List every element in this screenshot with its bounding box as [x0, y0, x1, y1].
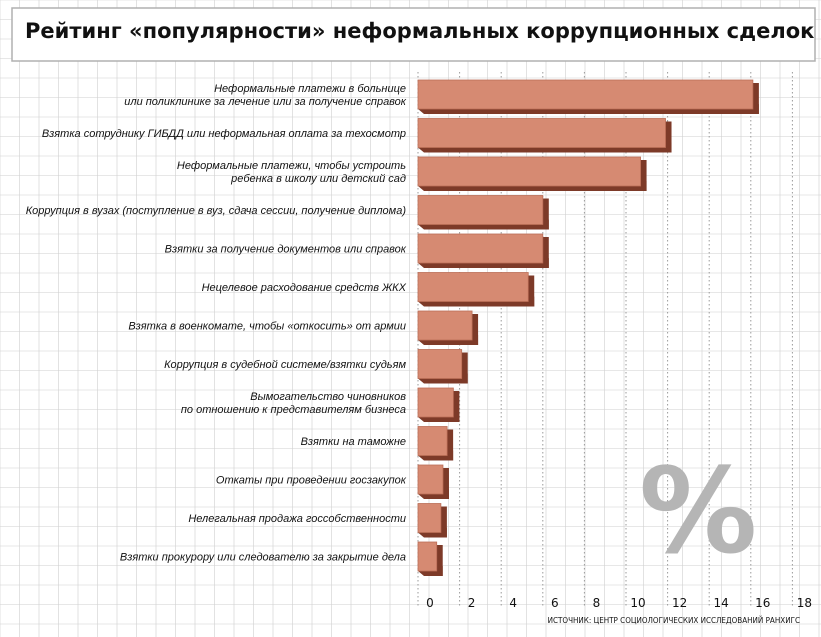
bar [417, 195, 544, 225]
category-label-line: Неформальные платежи, чтобы устроить [177, 160, 406, 172]
category-label: Неформальные платежи, чтобы устроить ребе… [177, 160, 406, 185]
bar [417, 118, 666, 148]
title-frame [11, 7, 816, 62]
bar [417, 349, 463, 379]
bar-shadow-side [665, 121, 672, 153]
bar [417, 503, 442, 533]
bar-shadow-side [752, 83, 759, 114]
bar [417, 464, 444, 495]
category-label: Взятка в военкомате, чтобы «откосить» от… [128, 321, 406, 333]
bar [417, 79, 754, 110]
category-label-line: Откаты при проведении госзакупок [216, 475, 407, 487]
x-tick-label: 6 [551, 596, 559, 610]
x-tick-label: 10 [630, 596, 645, 610]
bar-shadow-side [542, 198, 549, 230]
bar-shadow-side [453, 391, 460, 422]
category-label: Нецелевое расходование средств ЖКХ [202, 282, 407, 294]
bar [417, 387, 454, 418]
bar-shadow-side [528, 275, 535, 307]
category-label: Неформальные платежи в больнице или полик… [124, 83, 407, 108]
category-label-line: или поликлинике за лечение или за получе… [124, 96, 407, 108]
category-label-line: Коррупция в вузах (поступление в вуз, сд… [26, 205, 407, 217]
x-tick-label: 12 [672, 596, 687, 610]
category-label-line: Вымогательство чиновников [250, 391, 406, 403]
x-tick-label: 2 [468, 596, 476, 610]
category-label: Взятки на таможне [301, 436, 406, 448]
category-label: Взятки за получение документов или справ… [165, 244, 407, 256]
bar-shadow-side [542, 237, 549, 268]
chart-title: Рейтинг «популярности» неформальных корр… [25, 19, 821, 43]
title-box [11, 7, 816, 62]
category-label: Коррупция в судебной системе/взятки судь… [164, 359, 406, 371]
category-label-line: по отношению к представителям бизнеса [181, 404, 406, 416]
category-label: Коррупция в вузах (поступление в вуз, сд… [26, 205, 407, 217]
category-label-line: Нелегальная продажа госсобственности [188, 513, 406, 525]
bars [417, 79, 759, 576]
bar-shadow-side [447, 429, 454, 461]
bar [417, 156, 641, 187]
bar-shadow-side [640, 160, 647, 191]
category-label-line: Взятка в военкомате, чтобы «откосить» от… [128, 321, 406, 333]
category-label: Вымогательство чиновников по отношению к … [181, 391, 406, 416]
bar [417, 233, 544, 264]
x-tick-label: 16 [755, 596, 770, 610]
bar-shadow-side [442, 468, 449, 499]
category-label: Взятки прокурору или следователю за закр… [120, 552, 406, 564]
x-tick-label: 0 [426, 596, 434, 610]
source-note: ИСТОЧНИК: ЦЕНТР СОЦИОЛОГИЧЕСКИХ ИССЛЕДОВ… [548, 614, 800, 625]
x-axis-ticks: 0 2 4 6 8 10 12 14 16 18 [426, 596, 812, 610]
category-label-line: Взятки на таможне [301, 436, 406, 448]
bar-shadow-side [436, 545, 443, 576]
category-label-line: Взятки прокурору или следователю за закр… [120, 552, 406, 564]
bar [417, 541, 438, 572]
category-label-line: Нецелевое расходование средств ЖКХ [202, 282, 407, 294]
bar [417, 310, 473, 341]
bar-shadow-side [461, 352, 468, 384]
category-label-line: Неформальные платежи в больнице [214, 83, 406, 95]
bar-shadow-side [440, 506, 447, 538]
category-label-line: Коррупция в судебной системе/взятки судь… [164, 359, 406, 371]
percent-watermark: % [639, 442, 757, 580]
category-label: Откаты при проведении госзакупок [216, 475, 407, 487]
x-tick-label: 8 [593, 596, 601, 610]
category-label-line: Взятка сотруднику ГИБДД или неформальная… [42, 128, 406, 140]
x-tick-label: 14 [714, 596, 729, 610]
category-label: Взятка сотруднику ГИБДД или неформальная… [42, 128, 406, 140]
bar-shadow-side [472, 314, 479, 345]
category-label-line: ребенка в школу или детский сад [230, 173, 406, 185]
category-label: Нелегальная продажа госсобственности [188, 513, 406, 525]
bar [417, 426, 448, 456]
x-tick-label: 4 [509, 596, 517, 610]
category-label-line: Взятки за получение документов или справ… [165, 244, 407, 256]
x-tick-label: 18 [797, 596, 812, 610]
category-labels: Неформальные платежи в больнице или полик… [26, 83, 407, 564]
bar [417, 272, 529, 302]
